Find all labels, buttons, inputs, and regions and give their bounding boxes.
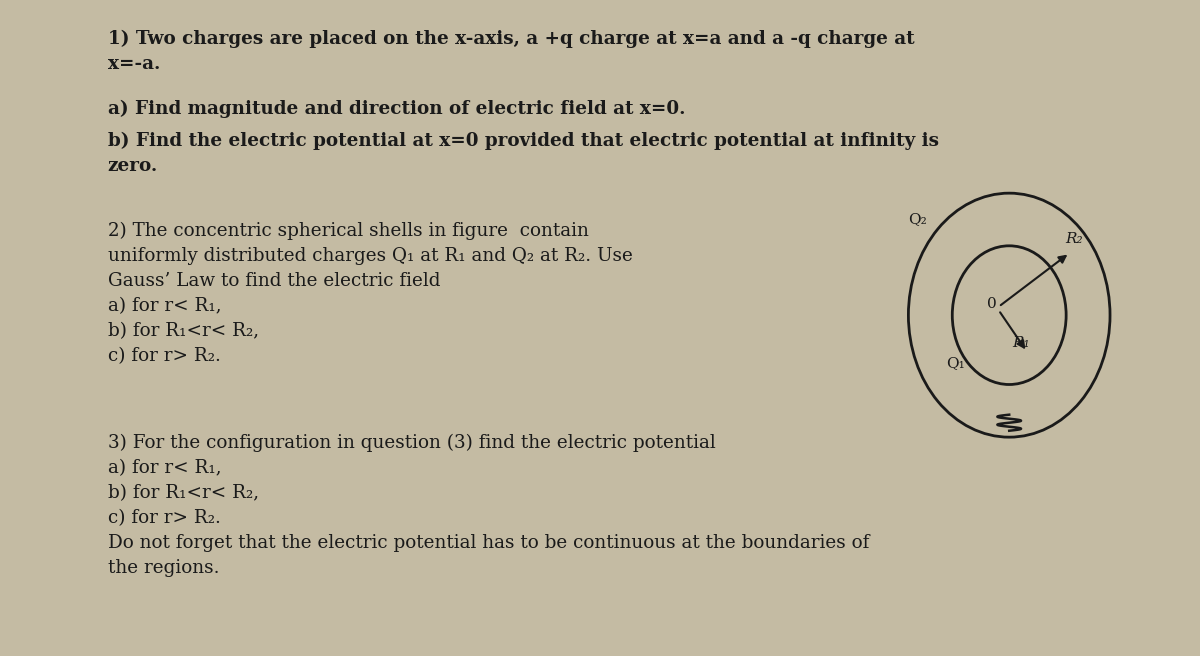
Text: R₂: R₂ [1066, 232, 1084, 247]
Text: b) Find the electric potential at x=0 provided that electric potential at infini: b) Find the electric potential at x=0 pr… [108, 132, 938, 175]
Text: Q₂: Q₂ [908, 212, 928, 226]
Text: a) Find magnitude and direction of electric field at x=0.: a) Find magnitude and direction of elect… [108, 100, 685, 118]
Text: 0: 0 [986, 297, 996, 310]
Text: Q₁: Q₁ [947, 356, 965, 371]
Text: 2) The concentric spherical shells in figure  contain
uniformly distributed char: 2) The concentric spherical shells in fi… [108, 222, 632, 365]
Text: 1) Two charges are placed on the x-axis, a +q charge at x=a and a -q charge at
x: 1) Two charges are placed on the x-axis,… [108, 30, 914, 73]
Text: 3) For the configuration in question (3) find the electric potential
a) for r< R: 3) For the configuration in question (3)… [108, 434, 869, 577]
Text: R₁: R₁ [1013, 337, 1030, 350]
